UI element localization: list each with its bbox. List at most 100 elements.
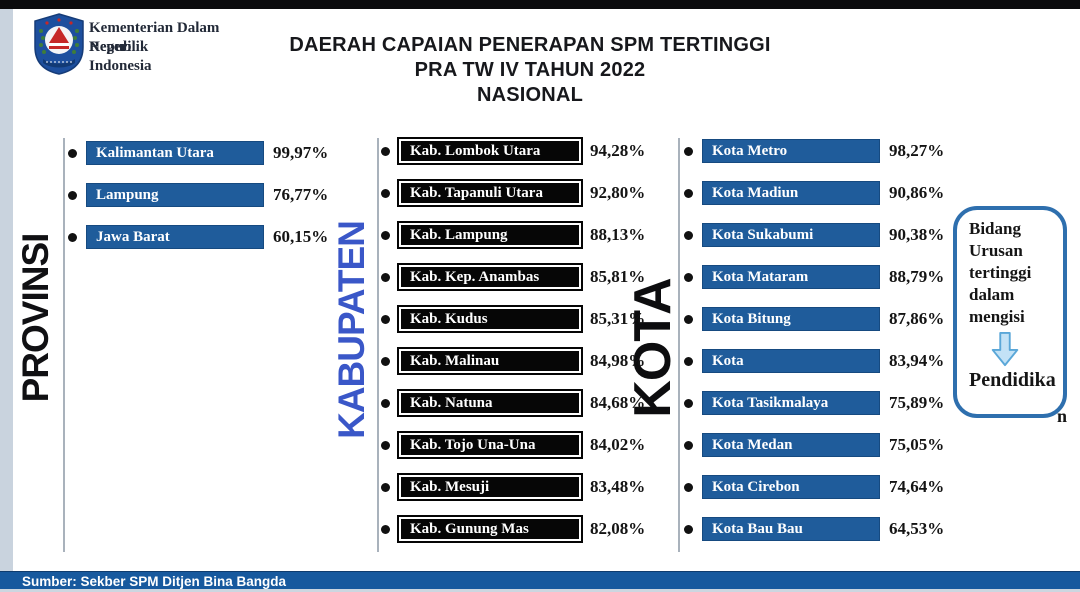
ministry-line2-republik: Republik — [89, 39, 149, 55]
bullet-icon — [68, 148, 77, 158]
list-item: Kota Mataram 88,79% — [684, 265, 944, 289]
region-bar: Kota Mataram — [702, 265, 880, 289]
region-name: Kota Cirebon — [712, 478, 800, 495]
source-bar: Sumber: Sekber SPM Ditjen Bina Bangda — [0, 571, 1080, 590]
bullet-icon — [381, 188, 390, 198]
region-bar: Kab. Tojo Una-Una — [397, 431, 583, 459]
region-bar: Kab. Gunung Mas — [397, 515, 583, 543]
list-item: Kab. Tojo Una-Una 84,02% — [381, 431, 645, 459]
down-arrow-icon — [991, 331, 1019, 367]
percentage-value: 90,86% — [889, 183, 945, 202]
separator-line-kabupaten — [377, 138, 379, 552]
list-item: Kab. Natuna 84,68% — [381, 389, 646, 417]
separator-line-provinsi — [63, 138, 65, 552]
percentage-value: 84,68% — [590, 393, 646, 412]
region-bar: Kab. Natuna — [397, 389, 583, 417]
bullet-icon — [381, 440, 390, 450]
region-name: Kota Tasikmalaya — [712, 394, 829, 411]
list-item: Kota Sukabumi 90,38% — [684, 223, 944, 247]
region-name: Kab. Mesuji — [410, 478, 490, 495]
region-bar: Kab. Kudus — [397, 305, 583, 333]
bottom-frame-strip — [0, 589, 1080, 592]
percentage-value: 82,08% — [590, 519, 646, 538]
bullet-icon — [684, 440, 693, 450]
region-name: Kota Bitung — [712, 310, 791, 327]
percentage-value: 98,27% — [889, 141, 945, 160]
list-item: Kab. Gunung Mas 82,08% — [381, 515, 646, 543]
region-name: Kab. Tojo Una-Una — [410, 436, 536, 453]
percentage-value: 75,05% — [889, 435, 945, 454]
bullet-icon — [381, 146, 390, 156]
region-name: Kota Bau Bau — [712, 520, 803, 537]
percentage-value: 90,38% — [889, 225, 945, 244]
bullet-icon — [381, 398, 390, 408]
percentage-value: 83,94% — [889, 351, 945, 370]
region-bar: Kota Bau Bau — [702, 517, 880, 541]
percentage-value: 84,98% — [590, 351, 646, 370]
title-line1: DAERAH CAPAIAN PENERAPAN SPM TERTINGGI — [289, 34, 771, 56]
list-item: Kab. Kudus 85,31% — [381, 305, 646, 333]
region-bar: Lampung — [86, 183, 264, 207]
bullet-icon — [684, 230, 693, 240]
region-bar: Kota Cirebon — [702, 475, 880, 499]
region-bar: Kab. Lampung — [397, 221, 583, 249]
bullet-icon — [381, 230, 390, 240]
top-frame-bar — [0, 0, 1080, 9]
region-name: Kota Metro — [712, 142, 788, 159]
list-item: Kota Madiun 90,86% — [684, 181, 944, 205]
region-name: Kota Sukabumi — [712, 226, 814, 243]
separator-line-kota — [678, 138, 680, 552]
bullet-icon — [684, 398, 693, 408]
list-item: Kab. Tapanuli Utara 92,80% — [381, 179, 646, 207]
region-bar: Kab. Malinau — [397, 347, 583, 375]
bullet-icon — [381, 272, 390, 282]
list-item: Kota 83,94% — [684, 349, 944, 373]
bullet-icon — [684, 188, 693, 198]
percentage-value: 85,31% — [590, 309, 646, 328]
list-item: Kota Bitung 87,86% — [684, 307, 944, 331]
provinsi-list: Kalimantan Utara 99,97% Lampung 76,77% J… — [68, 141, 328, 249]
region-name: Kab. Kudus — [410, 310, 488, 327]
kemendagri-logo-icon — [34, 13, 84, 75]
list-item: Lampung 76,77% — [68, 183, 328, 207]
callout-word: Bidang — [969, 219, 1021, 238]
region-bar: Kab. Kep. Anambas — [397, 263, 583, 291]
bullet-icon — [684, 146, 693, 156]
kabupaten-list: Kab. Lombok Utara 94,28% Kab. Tapanuli U… — [381, 137, 646, 543]
region-name: Kalimantan Utara — [96, 144, 214, 161]
callout-subject-wrapped-letter: n — [1056, 406, 1067, 426]
region-name: Kab. Tapanuli Utara — [410, 184, 543, 201]
region-bar: Kab. Tapanuli Utara — [397, 179, 583, 207]
region-bar: Jawa Barat — [86, 225, 264, 249]
region-name: Kota Mataram — [712, 268, 809, 285]
percentage-value: 88,13% — [590, 225, 646, 244]
bullet-icon — [381, 314, 390, 324]
bullet-icon — [684, 524, 693, 534]
region-bar: Kota Bitung — [702, 307, 880, 331]
bullet-icon — [684, 314, 693, 324]
region-name: Kab. Lombok Utara — [410, 142, 541, 159]
percentage-value: 60,15% — [273, 227, 329, 246]
percentage-value: 92,80% — [590, 183, 646, 202]
category-label-provinsi: PROVINSI — [15, 233, 56, 403]
ministry-name: Kementerian Dalam Republik Negeri Indone… — [89, 19, 259, 76]
ministry-line2: Republik Negeri — [89, 38, 259, 57]
callout-box: Bidang Urusan tertinggi dalam mengisi Pe… — [953, 206, 1067, 426]
list-item: Kab. Lombok Utara 94,28% — [381, 137, 645, 165]
percentage-value: 99,97% — [273, 143, 329, 162]
bullet-icon — [68, 190, 77, 200]
percentage-value: 76,77% — [273, 185, 329, 204]
bullet-icon — [684, 272, 693, 282]
region-bar: Kab. Mesuji — [397, 473, 583, 501]
percentage-value: 88,79% — [889, 267, 945, 286]
list-item: Jawa Barat 60,15% — [68, 225, 328, 249]
region-name: Kota — [712, 352, 744, 369]
list-item: Kota Metro 98,27% — [684, 139, 944, 163]
region-bar: Kota Madiun — [702, 181, 880, 205]
list-item: Kalimantan Utara 99,97% — [68, 141, 328, 165]
list-item: Kota Cirebon 74,64% — [684, 475, 944, 499]
region-name: Kab. Lampung — [410, 226, 508, 243]
region-name: Kota Madiun — [712, 184, 799, 201]
callout-word: mengisi — [969, 307, 1025, 326]
